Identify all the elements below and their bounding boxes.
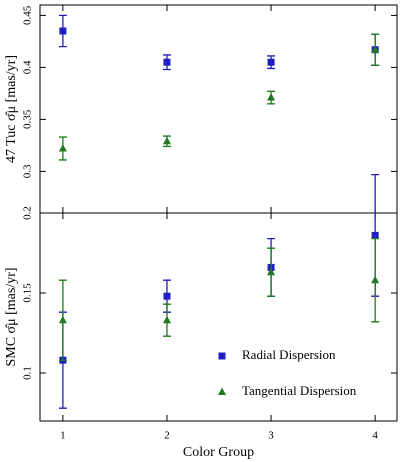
plot-frame xyxy=(39,212,398,422)
y-tick-label: 0.35 xyxy=(22,109,34,129)
legend-label: Radial Dispersion xyxy=(242,347,336,362)
marker xyxy=(371,231,379,239)
legend-label: Tangential Dispersion xyxy=(242,383,357,398)
marker xyxy=(58,315,67,324)
legend-marker xyxy=(218,352,226,360)
marker xyxy=(371,275,380,284)
marker xyxy=(162,315,171,324)
marker xyxy=(267,58,275,66)
y-axis-label: SMC σ̂μ [mas/yr] xyxy=(4,267,19,366)
marker xyxy=(163,292,171,300)
y-tick-label: 0.3 xyxy=(22,164,34,178)
y-tick-label: 0.4 xyxy=(22,60,34,74)
legend-marker xyxy=(218,387,226,395)
plot-frame xyxy=(39,4,398,214)
marker xyxy=(267,93,276,101)
y-axis-label: 47 Tuc σ̂μ [mas/yr] xyxy=(4,55,19,163)
x-axis-label: Color Group xyxy=(183,445,254,460)
y-tick-label: 0.1 xyxy=(22,366,34,380)
y-tick-label: 0.15 xyxy=(22,283,34,303)
x-tick-label: 1 xyxy=(60,430,66,442)
y-tick-label: 0.45 xyxy=(22,5,34,25)
x-tick-label: 4 xyxy=(372,430,378,442)
y-tick-label: 0.2 xyxy=(22,206,34,220)
marker xyxy=(162,136,171,145)
x-tick-label: 3 xyxy=(268,430,274,442)
x-tick-label: 2 xyxy=(164,430,170,442)
marker xyxy=(59,27,67,35)
marker xyxy=(267,267,276,276)
marker xyxy=(163,58,171,66)
marker xyxy=(371,45,380,53)
marker xyxy=(58,144,67,152)
